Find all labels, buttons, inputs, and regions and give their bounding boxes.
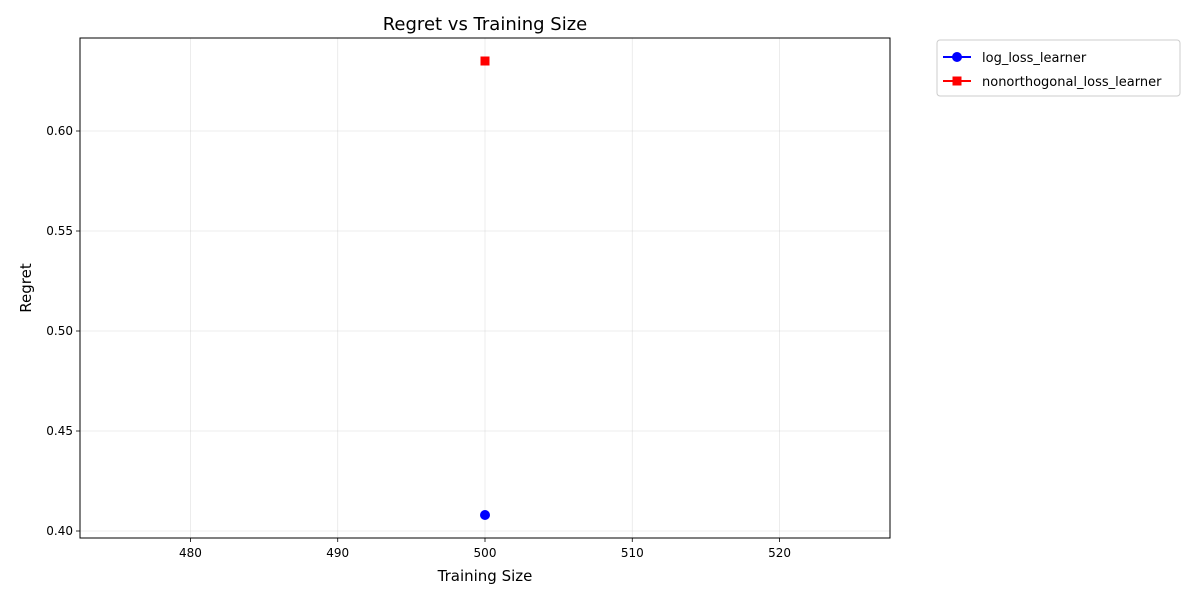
legend-entry: nonorthogonal_loss_learner [943,75,1162,90]
series-log_loss_learner [480,510,490,520]
legend-label: log_loss_learner [982,51,1087,66]
y-tick-label: 0.60 [46,124,73,138]
y-axis-label: Regret [17,263,35,313]
y-tick-label: 0.40 [46,524,73,538]
x-tick-label: 520 [768,546,791,560]
legend-label: nonorthogonal_loss_learner [982,75,1162,90]
x-tick-label: 480 [179,546,202,560]
series-nonorthogonal_loss_learner [480,56,490,66]
legend-marker [952,52,962,62]
axis-ticks: 480 490 500 510 520 0.40 0.45 0.50 0.55 0.60 [46,124,791,560]
chart-title: Regret vs Training Size [383,14,588,35]
grid [80,38,890,538]
data-point [480,510,490,520]
x-tick-label: 510 [621,546,644,560]
legend-marker [952,76,962,86]
y-tick-label: 0.50 [46,324,73,338]
legend-entry: log_loss_learner [943,51,1087,66]
y-tick-label: 0.55 [46,224,73,238]
data-points [480,56,490,520]
x-tick-label: 500 [474,546,497,560]
y-tick-label: 0.45 [46,424,73,438]
x-tick-label: 490 [326,546,349,560]
data-point [480,56,490,66]
legend-frame [936,39,1181,97]
legend: log_loss_learner nonorthogonal_loss_learn… [936,39,1181,97]
x-axis-label: Training Size [437,567,533,585]
